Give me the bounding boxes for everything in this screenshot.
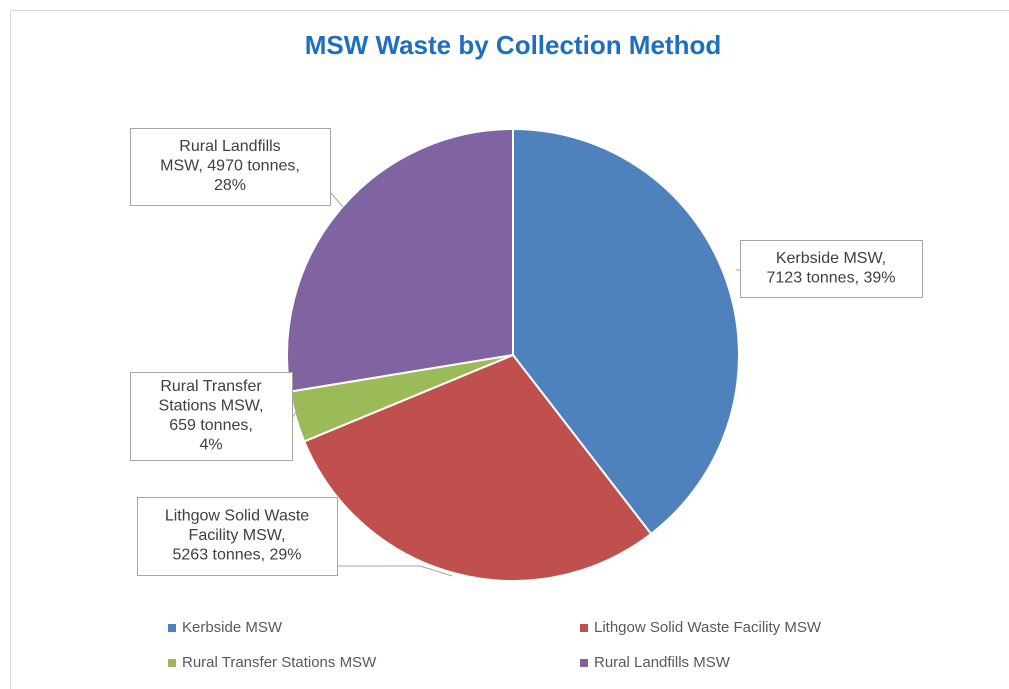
legend-swatch <box>580 659 588 667</box>
pie-slice <box>286 127 514 393</box>
data-label: 659 tonnes, <box>169 417 253 434</box>
data-label: MSW, 4970 tonnes, <box>160 158 300 175</box>
legend-swatch <box>168 624 176 632</box>
leader-line <box>329 191 344 208</box>
leader-line <box>337 565 453 577</box>
legend-swatch <box>580 624 588 632</box>
data-label: Facility MSW, <box>189 527 286 544</box>
data-label: 28% <box>214 177 246 194</box>
data-label: 4% <box>199 436 222 453</box>
legend-label: Kerbside MSW <box>182 619 283 636</box>
pie-slice <box>512 127 740 536</box>
pie-slice <box>302 353 653 582</box>
legend-label: Rural Landfills MSW <box>594 654 731 671</box>
label-box <box>137 497 338 576</box>
data-label: Stations MSW, <box>159 397 264 414</box>
legend-swatch <box>168 659 176 667</box>
legend-label: Rural Transfer Stations MSW <box>182 654 377 671</box>
label-box <box>740 240 923 298</box>
data-label: Rural Transfer <box>160 378 262 395</box>
label-box <box>130 128 331 206</box>
leader-line <box>291 404 302 419</box>
chart-title: MSW Waste by Collection Method <box>305 30 721 60</box>
data-label: Kerbside MSW, <box>776 250 886 267</box>
data-label: 5263 tonnes, 29% <box>173 547 302 564</box>
data-label: 7123 tonnes, 39% <box>767 269 896 286</box>
label-box <box>130 372 293 461</box>
data-label: Lithgow Solid Waste <box>165 508 309 525</box>
legend-label: Lithgow Solid Waste Facility MSW <box>594 619 822 636</box>
data-label: Rural Landfills <box>179 138 280 155</box>
